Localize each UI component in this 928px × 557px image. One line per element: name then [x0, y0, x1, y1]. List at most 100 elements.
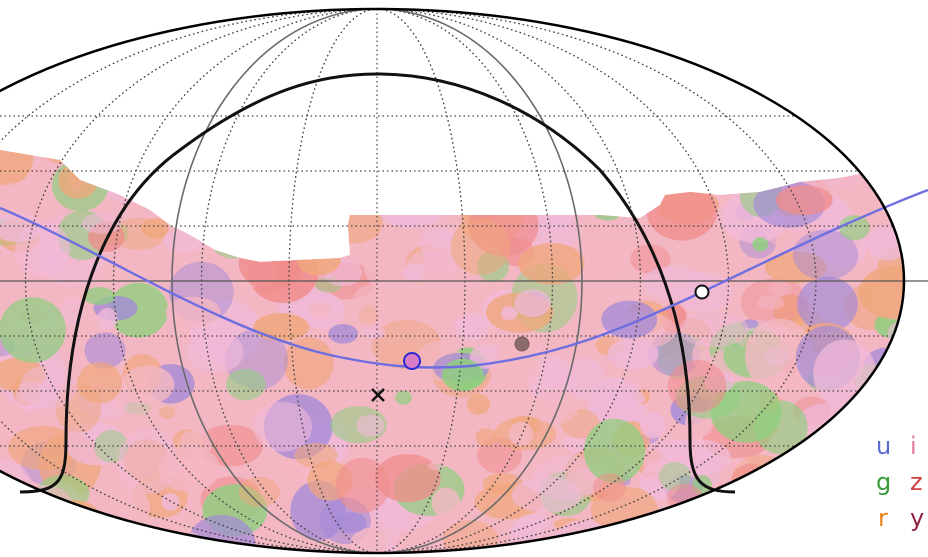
- coverage-patch: [571, 530, 609, 553]
- coverage-patch: [595, 157, 638, 179]
- coverage-patch: [901, 220, 904, 230]
- coverage-patch: [659, 461, 692, 491]
- coverage-patch: [64, 509, 115, 553]
- coverage-patch: [667, 360, 727, 413]
- coverage-patch: [646, 182, 718, 241]
- map-curves: [0, 7, 928, 555]
- coverage-patch: [18, 365, 77, 410]
- coverage-patch: [163, 230, 205, 253]
- coverage-patch: [508, 422, 534, 446]
- coverage-patch: [296, 240, 341, 276]
- coverage-patch: [0, 150, 34, 186]
- coverage-patch: [165, 296, 221, 328]
- coverage-patch: [434, 152, 462, 171]
- legend-z: z: [910, 468, 923, 496]
- coverage-patch: [351, 284, 392, 327]
- coverage-patch: [83, 287, 116, 305]
- coverage-patch: [238, 476, 280, 507]
- coverage-patch: [804, 438, 833, 455]
- coverage-patch: [250, 220, 269, 240]
- coverage-patch: [369, 164, 399, 193]
- coverage-patch: [111, 217, 165, 251]
- coverage-patch: [729, 520, 795, 553]
- coverage-patch: [592, 202, 623, 221]
- coverage-patch: [912, 145, 928, 167]
- coverage-patch: [25, 508, 49, 529]
- coverage-patch: [629, 531, 701, 553]
- coverage-patch: [419, 150, 470, 175]
- coverage-patch: [356, 414, 385, 437]
- coverage-patch: [491, 343, 542, 389]
- coverage-patch: [370, 150, 421, 200]
- coverage-patch: [350, 528, 388, 553]
- coverage-patch: [179, 430, 213, 457]
- coverage-patch: [466, 393, 491, 415]
- coverage-patch: [84, 332, 126, 369]
- coverage-patch: [130, 341, 158, 357]
- coverage-patch: [441, 358, 484, 392]
- coverage-patch: [764, 346, 789, 367]
- coverage-patch: [633, 521, 652, 535]
- planet-marker: [514, 336, 530, 352]
- coverage-patch: [545, 176, 564, 189]
- coverage-patch: [871, 156, 899, 185]
- coverage-patch: [775, 185, 833, 216]
- coverage-patch: [594, 220, 619, 238]
- coverage-patch: [341, 150, 397, 166]
- coverage-patch: [186, 331, 244, 374]
- coverage-patch: [777, 337, 801, 351]
- coverage-patch: [108, 282, 169, 338]
- coverage-patch: [511, 477, 582, 513]
- coverage-patch: [913, 358, 928, 377]
- coverage-patch: [561, 435, 587, 451]
- legend-y: y: [910, 504, 925, 532]
- coverage-patch: [0, 181, 41, 206]
- coverage-patch: [871, 150, 895, 168]
- coverage-patch: [228, 150, 290, 165]
- coverage-patch: [254, 158, 287, 189]
- coverage-patch: [734, 162, 764, 182]
- coverage-patch: [753, 494, 793, 527]
- coverage-patch: [276, 179, 298, 195]
- coverage-patch: [0, 511, 17, 542]
- coverage-patch: [450, 218, 511, 275]
- coverage-patch: [783, 467, 856, 537]
- zenith-marker: [371, 388, 385, 402]
- legend-i: i: [910, 432, 917, 460]
- coverage-patch: [768, 513, 808, 552]
- coverage-patch: [335, 457, 390, 513]
- coverage-patch: [374, 454, 441, 503]
- coverage-patch: [253, 401, 312, 452]
- coverage-patch: [475, 428, 497, 447]
- coverage-patch: [842, 463, 869, 485]
- coverage-patch: [789, 470, 817, 493]
- legend-u: u: [876, 432, 892, 460]
- coverage-patch: [681, 157, 698, 168]
- coverage-patch: [328, 324, 359, 344]
- coverage-patch: [887, 320, 904, 348]
- coverage-patch: [395, 390, 412, 405]
- coverage-patch: [159, 406, 176, 419]
- coverage-patch: [434, 165, 478, 187]
- coverage-patch: [774, 509, 824, 538]
- ecliptic-line: [0, 188, 928, 369]
- coverage-patch: [883, 165, 904, 210]
- coverage-patch: [700, 161, 723, 184]
- coverage-patch: [284, 195, 327, 234]
- coverage-patch: [97, 307, 118, 330]
- coverage-patch: [724, 530, 775, 553]
- coverage-patch: [659, 438, 732, 476]
- coverage-patch: [68, 150, 133, 182]
- filter-legend: u i g z r y: [866, 430, 928, 550]
- coverage-patch: [860, 150, 904, 179]
- map-markers: [371, 284, 710, 402]
- coverage-patch: [379, 183, 447, 229]
- legend-g: g: [876, 468, 892, 496]
- coverage-patch: [821, 520, 839, 531]
- coverage-patch: [756, 295, 785, 311]
- coverage-patch: [735, 332, 756, 347]
- coverage-patch: [747, 172, 766, 189]
- coverage-patch: [813, 339, 877, 409]
- coverage-patch: [421, 134, 444, 146]
- coverage-patch: [790, 513, 825, 543]
